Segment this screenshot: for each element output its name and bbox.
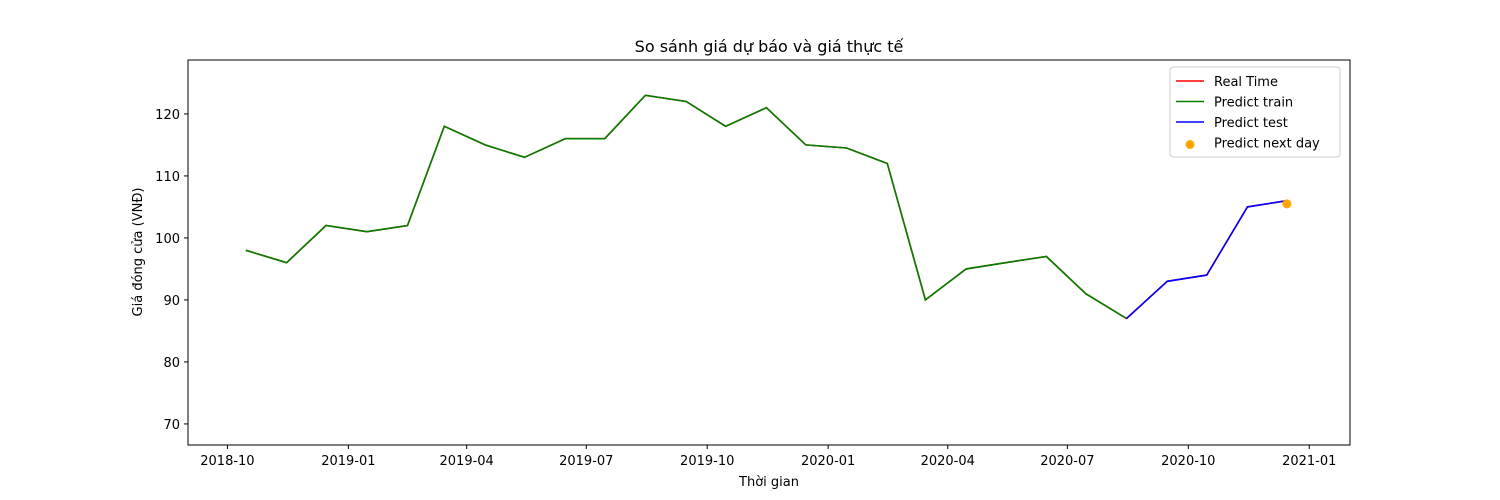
- x-tick-label: 2020-07: [1040, 454, 1094, 469]
- x-tick-label: 2019-01: [321, 454, 375, 469]
- y-tick-label: 100: [155, 232, 180, 247]
- x-tick-label: 2019-07: [559, 454, 613, 469]
- scatter-point: [1282, 199, 1292, 209]
- legend-label: Predict test: [1214, 116, 1288, 131]
- x-tick-label: 2018-10: [200, 454, 254, 469]
- x-tick-label: 2020-10: [1161, 454, 1215, 469]
- legend-label: Real Time: [1214, 75, 1278, 90]
- series-line: [1125, 199, 1288, 320]
- legend-box: [1169, 66, 1341, 158]
- legend-label: Predict next day: [1214, 137, 1320, 152]
- y-axis-label: Giá đóng cửa (VNĐ): [131, 188, 146, 317]
- x-axis-label: Thời gian: [738, 475, 799, 490]
- x-tick-label: 2019-04: [440, 454, 494, 469]
- chart-title: So sánh giá dự báo và giá thực tế: [635, 37, 904, 56]
- y-tick-label: 70: [163, 418, 180, 433]
- x-tick-label: 2019-10: [680, 454, 734, 469]
- plot-frame: [187, 59, 1351, 446]
- series-line: [245, 94, 1288, 320]
- series-line: [245, 94, 1127, 320]
- y-tick-label: 90: [163, 294, 180, 309]
- y-tick-label: 120: [155, 108, 180, 123]
- legend-swatch: [1185, 140, 1195, 149]
- x-tick-label: 2020-04: [921, 454, 975, 469]
- y-tick-label: 80: [163, 356, 180, 371]
- legend-label: Predict train: [1214, 96, 1293, 111]
- y-tick-label: 110: [155, 170, 180, 185]
- x-tick-label: 2021-01: [1282, 454, 1336, 469]
- x-tick-label: 2020-01: [801, 454, 855, 469]
